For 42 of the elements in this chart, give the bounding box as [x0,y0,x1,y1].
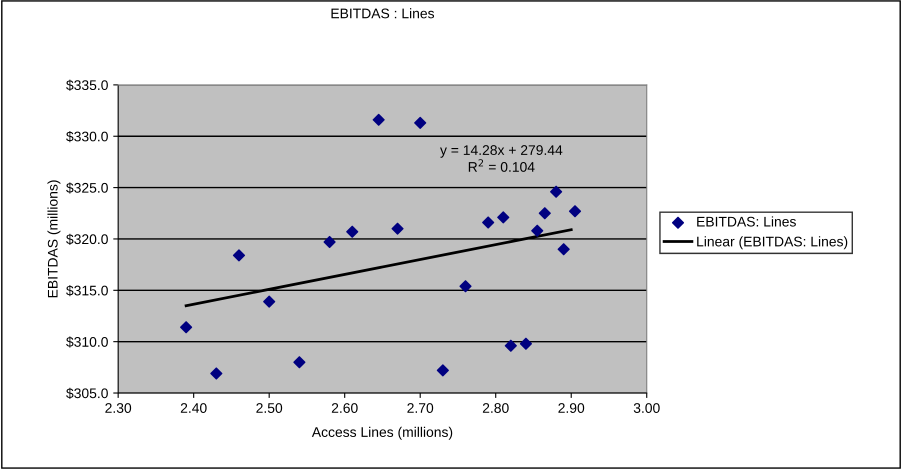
point [414,116,426,129]
chart-title: EBITDAS : Lines [331,8,434,18]
x-tick-label: 2.30 [105,403,132,413]
x-tick-label: 2.70 [407,403,434,413]
point [531,224,544,237]
x-tick-label: 2.80 [482,403,509,413]
y-tick-label: $330.0 [66,130,108,142]
y-tick-label: $335.0 [66,80,108,91]
x-tick-label: 2.90 [558,403,584,413]
y-tick-label: $305.0 [66,388,108,400]
point [558,243,570,256]
point [538,207,551,220]
y-tick-label: $325.0 [66,182,108,194]
point [391,222,404,235]
annotation: y = 14.28x + 279.44 R$^{2}$ = 0.104 [440,145,562,172]
y-tick-label: $320.0 [66,234,108,245]
x-axis-title: Access Lines (millions) [312,426,452,440]
point [504,340,517,352]
x-tick-label: 2.60 [332,403,358,413]
y-axis-title: EBITDAS (millions) [47,180,60,298]
point [497,211,510,224]
point [459,280,472,292]
point [346,226,358,238]
point [263,296,276,308]
y-tick-label: $315.0 [66,285,108,296]
point [520,338,532,350]
point [372,114,385,126]
legend-label: Linear (EBITDAS: Lines) [697,236,848,250]
point [436,364,449,376]
point [180,321,192,334]
legend-label: EBITDAS: Lines [697,216,796,227]
x-tick-label: 2.50 [256,403,282,413]
x-tick-label: 3.00 [634,403,660,413]
point [550,186,562,198]
point [232,249,246,262]
point [482,216,494,229]
point [210,367,222,380]
y-tick-label: $310.0 [66,336,108,348]
point [293,356,306,368]
point [568,205,582,218]
point [324,236,336,248]
x-tick-label: 2.40 [180,403,207,413]
